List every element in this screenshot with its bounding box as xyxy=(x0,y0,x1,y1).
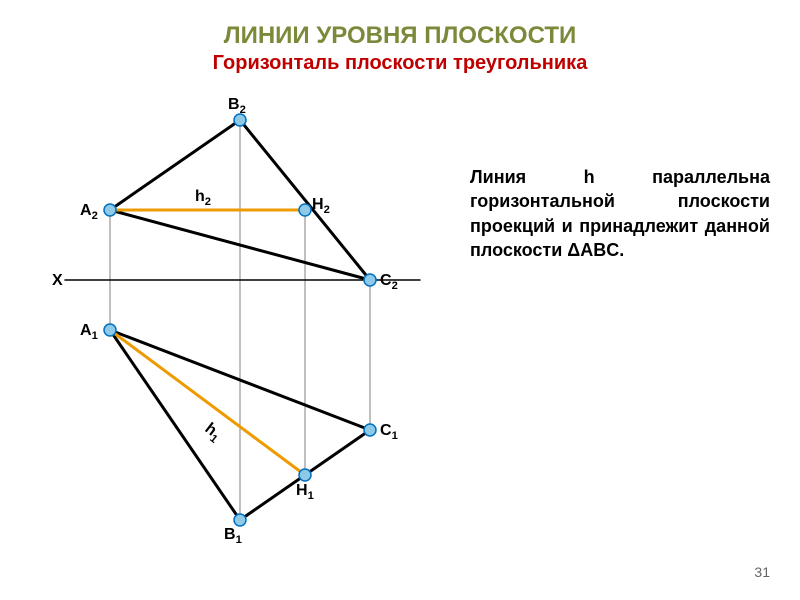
diagram xyxy=(0,0,800,600)
